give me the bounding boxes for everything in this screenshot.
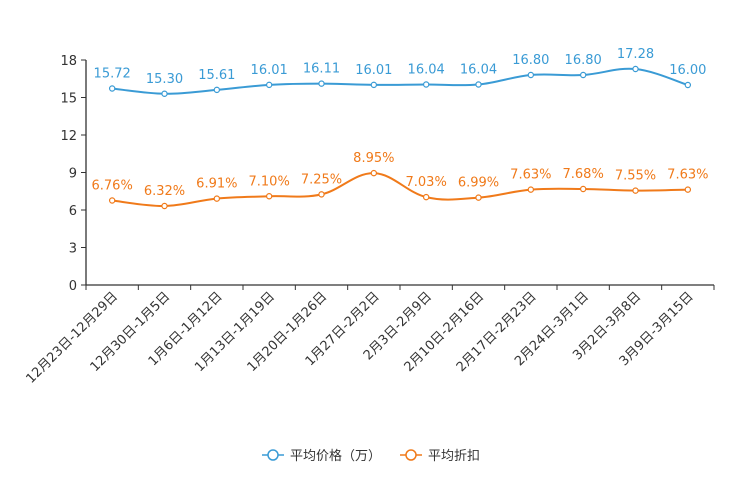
- data-label: 7.25%: [301, 172, 342, 187]
- data-label: 6.99%: [458, 176, 499, 191]
- data-label: 15.30: [146, 72, 183, 87]
- data-point[interactable]: [422, 193, 430, 201]
- data-point[interactable]: [265, 193, 273, 200]
- data-point[interactable]: [161, 90, 168, 97]
- data-point[interactable]: [527, 71, 535, 79]
- data-point[interactable]: [579, 185, 587, 193]
- data-label: 7.68%: [563, 167, 604, 182]
- data-label: 7.63%: [510, 168, 551, 183]
- data-point[interactable]: [684, 186, 692, 193]
- data-label: 16.80: [512, 53, 549, 68]
- data-label: 16.01: [251, 63, 288, 78]
- axes: 036912151812月23日-12月29日12月30日-1月5日1月6日-1…: [24, 54, 715, 387]
- data-label: 16.11: [303, 62, 340, 77]
- data-point[interactable]: [579, 71, 587, 79]
- data-label: 6.91%: [196, 177, 237, 192]
- data-label: 16.80: [565, 53, 602, 68]
- data-point[interactable]: [318, 80, 325, 87]
- legend: 平均价格（万） 平均折扣: [262, 448, 480, 464]
- data-point[interactable]: [632, 187, 639, 194]
- data-point[interactable]: [422, 81, 430, 88]
- data-point[interactable]: [161, 202, 168, 210]
- data-point[interactable]: [265, 81, 273, 89]
- data-label: 15.61: [198, 68, 235, 83]
- data-point[interactable]: [213, 86, 221, 94]
- x-tick-label: 12月23日-12月29日: [24, 289, 121, 386]
- data-label: 15.72: [94, 67, 131, 82]
- y-tick-label: 9: [69, 167, 77, 182]
- data-label: 7.63%: [667, 168, 708, 183]
- data-point[interactable]: [108, 85, 116, 92]
- y-tick-label: 3: [69, 242, 77, 257]
- data-label: 16.01: [355, 63, 392, 78]
- data-point[interactable]: [318, 191, 325, 198]
- data-label: 7.10%: [249, 174, 290, 189]
- legend-label-2[interactable]: 平均折扣: [428, 449, 480, 464]
- data-label: 16.04: [460, 63, 497, 78]
- data-point[interactable]: [632, 65, 639, 73]
- data-label: 16.00: [669, 63, 706, 78]
- series-line-1: [112, 67, 689, 95]
- data-point[interactable]: [684, 81, 692, 89]
- data-label: 6.32%: [144, 184, 185, 199]
- data-label: 7.03%: [406, 175, 447, 190]
- data-labels: 15.72 15.30 15.61 16.01 16.11 16.01 16.04 16.04…: [92, 47, 709, 199]
- y-tick-label: 18: [60, 54, 77, 69]
- data-point[interactable]: [370, 81, 378, 89]
- data-label: 8.95%: [353, 151, 394, 166]
- data-point[interactable]: [213, 195, 221, 202]
- legend-label-1[interactable]: 平均价格（万）: [290, 448, 381, 464]
- y-tick-label: 15: [60, 92, 77, 107]
- y-tick-label: 12: [60, 129, 77, 144]
- legend-marker-icon: [267, 449, 279, 461]
- data-point[interactable]: [108, 197, 116, 204]
- y-tick-label: 6: [69, 204, 77, 219]
- series-layer: [108, 65, 692, 210]
- data-point[interactable]: [370, 169, 378, 177]
- data-point[interactable]: [475, 194, 482, 201]
- data-label: 7.55%: [615, 169, 656, 184]
- data-point[interactable]: [527, 186, 535, 193]
- data-point[interactable]: [475, 81, 482, 88]
- data-label: 17.28: [617, 47, 654, 62]
- data-label: 6.76%: [92, 179, 133, 194]
- data-label: 16.04: [408, 63, 445, 78]
- y-tick-label: 0: [69, 279, 77, 294]
- legend-marker-icon: [405, 449, 417, 461]
- series-line-2: [112, 172, 688, 208]
